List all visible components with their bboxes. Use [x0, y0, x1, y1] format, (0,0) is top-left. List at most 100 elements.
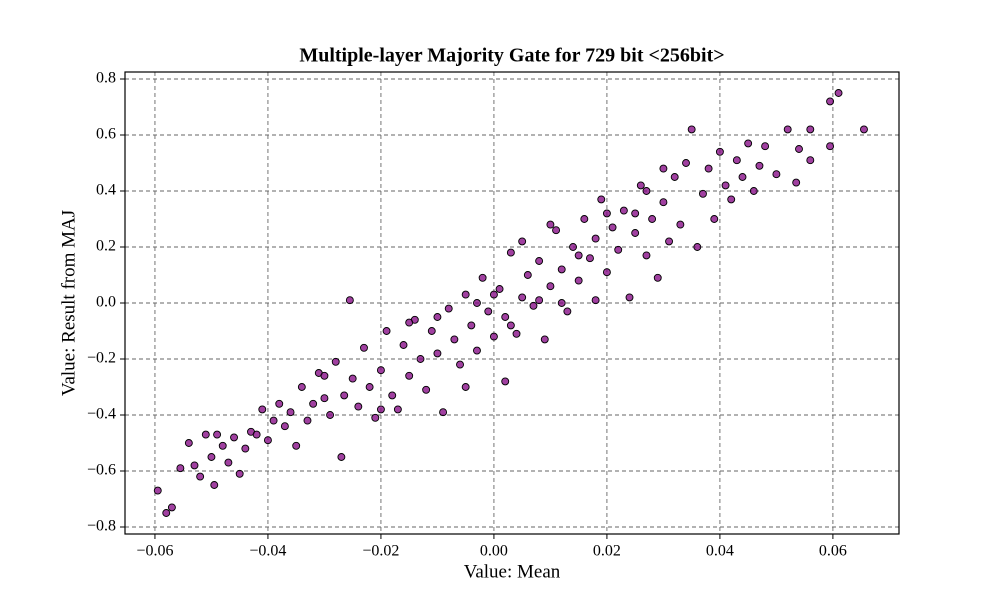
chart-title: Multiple-layer Majority Gate for 729 bit… — [299, 45, 724, 67]
point — [176, 464, 185, 473]
point — [376, 405, 385, 414]
point — [682, 159, 690, 167]
point — [704, 164, 713, 173]
point — [405, 371, 414, 380]
point — [489, 332, 498, 341]
point — [535, 257, 544, 265]
point — [529, 301, 538, 310]
point — [478, 273, 487, 282]
point — [224, 458, 233, 467]
point — [286, 408, 295, 417]
point — [252, 430, 261, 439]
point — [382, 327, 391, 335]
point — [738, 173, 747, 181]
point — [642, 187, 651, 195]
point — [676, 220, 685, 229]
point — [320, 394, 329, 403]
point — [348, 374, 357, 383]
point — [309, 399, 318, 408]
point — [749, 187, 758, 195]
point — [399, 341, 408, 349]
point — [258, 405, 267, 414]
y-tick-label: 0.8 — [96, 70, 116, 87]
point — [636, 181, 645, 190]
point — [826, 97, 835, 106]
point — [489, 290, 498, 299]
point — [153, 486, 162, 495]
point — [218, 441, 227, 450]
point — [834, 89, 843, 97]
point — [687, 125, 696, 134]
point — [230, 433, 238, 442]
x-tick-label: −0.04 — [249, 543, 286, 560]
point — [693, 243, 702, 251]
point — [190, 461, 199, 470]
point — [473, 346, 481, 355]
point — [625, 293, 634, 302]
point — [614, 245, 623, 254]
point — [699, 189, 707, 198]
point — [461, 290, 470, 299]
x-axis-label: Value: Mean — [464, 561, 561, 582]
point — [241, 444, 250, 453]
point — [580, 215, 589, 223]
point — [659, 198, 668, 207]
point — [506, 248, 515, 257]
point — [439, 408, 448, 417]
point — [388, 391, 397, 400]
point — [602, 268, 611, 277]
point — [292, 441, 301, 450]
point — [337, 453, 346, 461]
point — [546, 282, 555, 291]
y-tick-label: 0.4 — [96, 182, 116, 199]
point — [506, 321, 515, 330]
point — [642, 251, 651, 260]
point — [467, 321, 476, 330]
point — [591, 296, 600, 305]
point — [602, 209, 611, 218]
point — [210, 481, 219, 489]
point — [591, 234, 600, 243]
y-tick-label: −0.8 — [87, 518, 116, 535]
point — [433, 349, 442, 358]
point — [461, 383, 470, 391]
point — [574, 251, 583, 260]
point — [376, 366, 385, 375]
point — [631, 209, 640, 218]
point — [710, 215, 719, 223]
point — [280, 422, 289, 431]
point — [393, 405, 402, 414]
point — [456, 360, 464, 369]
point — [653, 273, 662, 282]
point — [806, 156, 815, 165]
y-tick-label: 0.6 — [96, 126, 116, 143]
point — [727, 195, 736, 204]
point — [340, 391, 349, 400]
point — [563, 307, 572, 316]
point — [721, 181, 730, 190]
point — [546, 220, 555, 229]
point — [795, 145, 803, 153]
point — [574, 276, 583, 285]
point — [360, 343, 368, 352]
point — [207, 453, 216, 461]
point — [422, 385, 431, 394]
point — [484, 307, 493, 316]
x-tick-label: 0.00 — [480, 543, 508, 560]
point — [732, 156, 741, 165]
point — [201, 430, 210, 439]
point — [326, 411, 335, 419]
x-tick-label: 0.04 — [706, 543, 734, 560]
point — [586, 254, 594, 263]
point — [320, 371, 329, 380]
point — [806, 125, 815, 134]
x-tick-label: −0.02 — [362, 543, 399, 560]
point — [557, 299, 566, 307]
point — [331, 357, 340, 366]
point — [354, 402, 363, 411]
plot-frame — [124, 71, 900, 535]
point — [755, 161, 764, 170]
point — [608, 223, 617, 232]
point — [792, 178, 801, 187]
